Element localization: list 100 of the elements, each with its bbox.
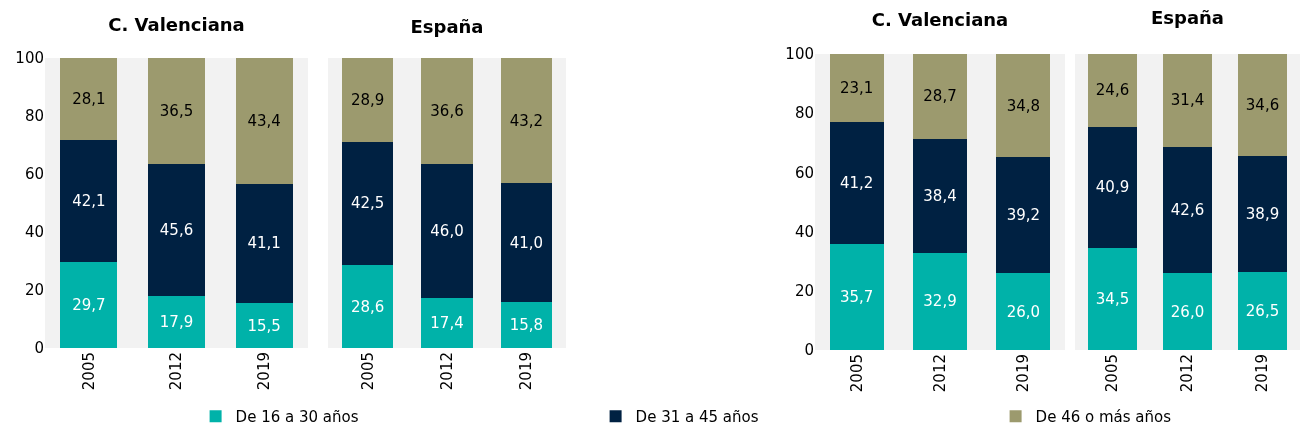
x-tick-label: 2005 <box>1103 354 1122 393</box>
x-tick-label: 2005 <box>79 352 98 391</box>
bar <box>1163 54 1212 147</box>
chart-title: España <box>1150 7 1225 29</box>
bar <box>421 297 473 348</box>
data-label: 17,9 <box>159 313 194 332</box>
bar <box>1238 271 1287 350</box>
bar <box>421 58 473 165</box>
y-tick-label: 0 <box>34 339 44 358</box>
y-tick-label: 100 <box>785 45 814 64</box>
bar <box>1088 126 1137 248</box>
y-tick-label: 20 <box>24 281 44 300</box>
chart-title: C. Valenciana <box>871 9 1009 31</box>
data-label: 15,5 <box>247 316 281 335</box>
y-tick-label: 40 <box>794 222 814 241</box>
data-label: 43,4 <box>247 111 281 130</box>
bar <box>500 183 553 303</box>
bar <box>235 58 293 184</box>
bar <box>148 296 205 348</box>
bar <box>912 252 968 350</box>
y-tick-label: 60 <box>794 163 814 182</box>
x-tick-label: 2012 <box>930 354 949 393</box>
y-tick-label: 40 <box>24 223 44 242</box>
data-label: 24,6 <box>1095 81 1130 100</box>
data-label: 39,2 <box>1006 206 1041 225</box>
data-label: 41,0 <box>509 233 544 252</box>
bar <box>500 302 553 348</box>
data-label: 40,9 <box>1095 178 1130 197</box>
chart-title: C. Valenciana <box>108 14 245 36</box>
data-label: 42,1 <box>72 191 106 210</box>
data-label: 45,6 <box>159 220 194 239</box>
bar <box>829 244 884 350</box>
data-label: 17,4 <box>430 313 464 332</box>
y-tick-label: 80 <box>794 104 814 123</box>
y-tick-label: 20 <box>794 282 814 301</box>
bar <box>912 54 968 139</box>
data-label: 28,7 <box>923 87 957 106</box>
data-label: 28,1 <box>72 90 106 109</box>
y-tick-label: 80 <box>24 107 44 126</box>
data-label: 15,8 <box>509 316 544 335</box>
bar <box>235 303 293 348</box>
bar <box>60 58 118 140</box>
data-label: 26,0 <box>1006 302 1041 321</box>
x-tick-label: 2012 <box>167 352 186 391</box>
bar <box>500 58 553 184</box>
bar <box>148 58 205 164</box>
x-tick-label: 2012 <box>1178 354 1197 393</box>
bar <box>829 54 884 123</box>
bar <box>60 139 118 262</box>
bar <box>341 141 394 266</box>
data-label: 28,6 <box>350 297 385 316</box>
y-tick-label: 100 <box>15 49 44 68</box>
data-label: 26,0 <box>1170 302 1205 321</box>
data-label: 34,8 <box>1006 96 1041 115</box>
data-label: 42,5 <box>350 194 385 213</box>
data-label: 31,4 <box>1170 91 1205 110</box>
bar <box>996 273 1051 350</box>
bar <box>829 122 884 245</box>
bar <box>1163 146 1212 274</box>
data-label: 46,0 <box>430 221 464 240</box>
data-label: 34,5 <box>1095 289 1130 308</box>
bar <box>60 261 118 348</box>
data-label: 41,1 <box>247 234 281 253</box>
bar <box>1238 54 1287 157</box>
data-label: 36,6 <box>430 102 464 121</box>
chart-title: España <box>410 16 484 38</box>
bar <box>996 157 1051 274</box>
data-label: 42,6 <box>1170 200 1205 219</box>
bar <box>1088 54 1137 127</box>
y-tick-label: 0 <box>804 341 814 360</box>
bar <box>996 54 1051 158</box>
data-label: 43,2 <box>509 111 544 130</box>
legend-label: De 46 o más años <box>1035 408 1172 427</box>
bar <box>1088 247 1137 350</box>
bar <box>148 163 205 297</box>
data-label: 38,9 <box>1245 204 1280 223</box>
x-tick-label: 2005 <box>358 352 377 391</box>
bar <box>1163 273 1212 350</box>
data-label: 36,5 <box>159 101 194 120</box>
data-label: 26,5 <box>1245 301 1280 320</box>
x-tick-label: 2019 <box>1253 354 1272 393</box>
data-label: 32,9 <box>923 292 957 311</box>
data-label: 38,4 <box>923 186 957 205</box>
legend-label: De 31 a 45 años <box>635 408 759 427</box>
legend-label: De 16 a 30 años <box>235 408 359 427</box>
data-label: 35,7 <box>839 288 874 307</box>
x-tick-label: 2005 <box>847 354 866 393</box>
bar <box>421 164 473 298</box>
bar <box>341 265 394 348</box>
bar <box>912 138 968 253</box>
data-label: 23,1 <box>839 79 874 98</box>
x-tick-label: 2019 <box>255 352 274 391</box>
x-tick-label: 2012 <box>437 352 456 391</box>
x-tick-label: 2019 <box>517 352 536 391</box>
bar <box>341 58 394 142</box>
data-label: 28,9 <box>350 90 385 109</box>
data-label: 34,6 <box>1245 96 1280 115</box>
data-label: 41,2 <box>839 174 874 193</box>
x-tick-label: 2019 <box>1014 354 1033 393</box>
bar <box>1238 156 1287 272</box>
